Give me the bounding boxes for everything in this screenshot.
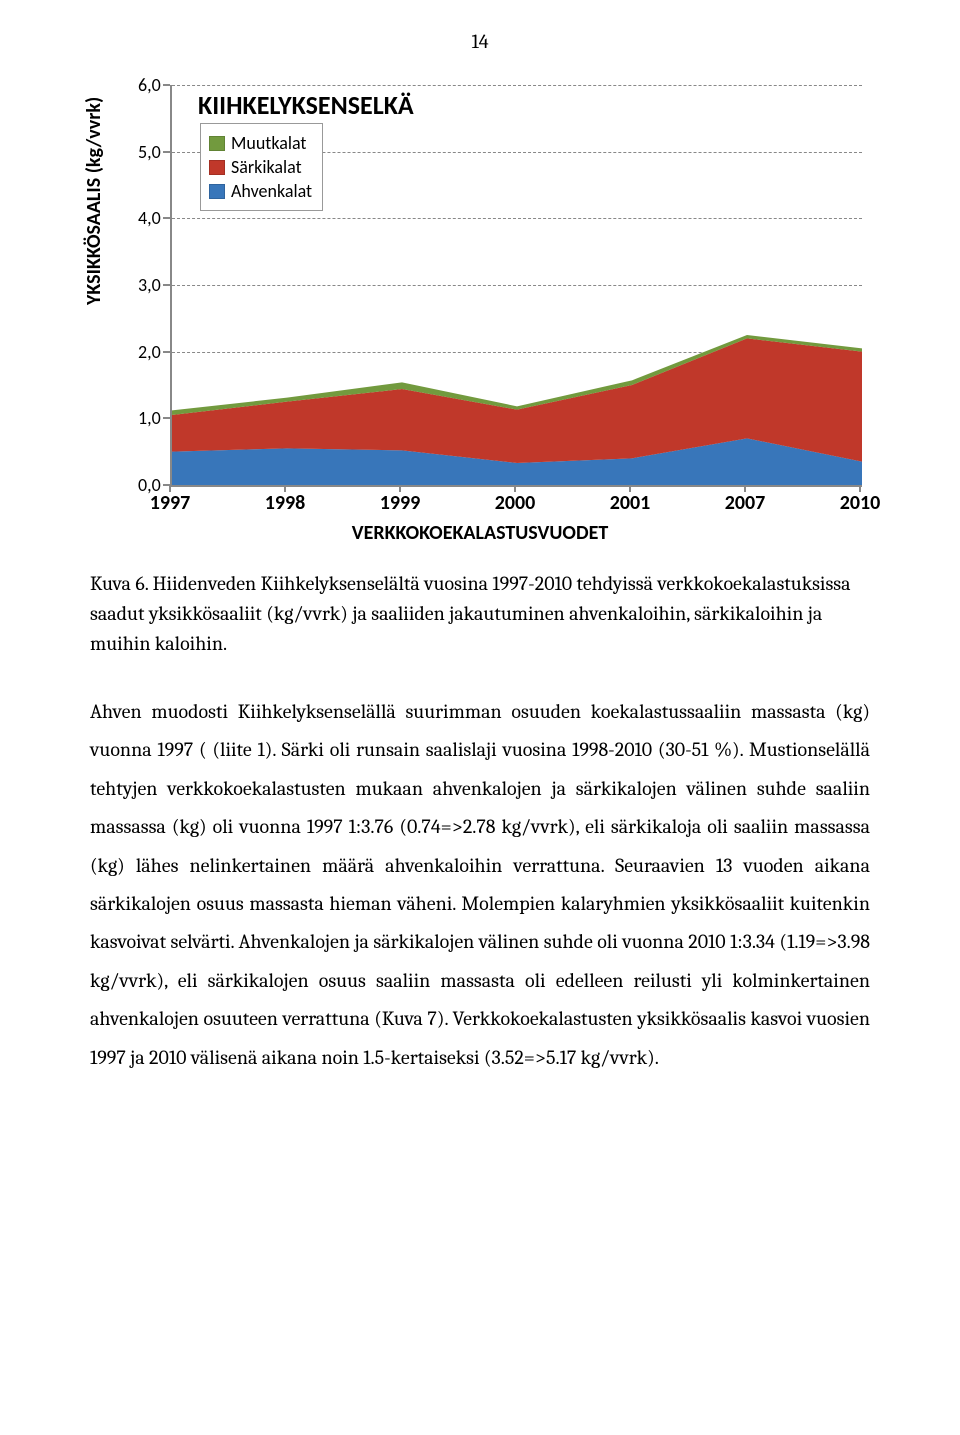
x-tick-mark xyxy=(629,485,631,492)
legend-item: Muutkalat xyxy=(209,132,312,154)
legend-label: Ahvenkalat xyxy=(231,180,312,202)
x-tick-label: 2000 xyxy=(495,491,536,515)
figure-caption: Kuva 6. Hiidenveden Kiihkelyksenselältä … xyxy=(90,569,870,659)
x-tick-label: 2001 xyxy=(610,491,651,515)
x-axis-label: VERKKOKOEKALASTUSVUODET xyxy=(90,521,870,545)
x-tick-label: 1999 xyxy=(380,491,421,515)
page-number: 14 xyxy=(90,30,870,53)
y-tick-mark xyxy=(163,151,170,153)
x-tick-mark xyxy=(169,485,171,492)
x-tick-mark xyxy=(399,485,401,492)
legend-swatch xyxy=(209,136,225,151)
y-tick-label: 6,0 xyxy=(138,74,161,96)
chart-title: KIIHKELYKSENSELKÄ xyxy=(198,89,414,121)
x-tick-label: 2007 xyxy=(725,491,766,515)
y-tick-mark xyxy=(163,84,170,86)
y-tick-label: 2,0 xyxy=(138,341,161,363)
legend-label: Muutkalat xyxy=(231,132,306,154)
legend-item: Ahvenkalat xyxy=(209,180,312,202)
x-tick-mark xyxy=(514,485,516,492)
y-tick-label: 1,0 xyxy=(138,407,161,429)
page: 14 YKSIKKÖSAALIS (kg/vvrk) 0,01,02,03,04… xyxy=(0,0,960,1137)
x-tick-mark xyxy=(859,485,861,492)
y-axis-label: YKSIKKÖSAALIS (kg/vvrk) xyxy=(82,97,106,305)
area-chart: YKSIKKÖSAALIS (kg/vvrk) 0,01,02,03,04,05… xyxy=(90,75,870,545)
y-tick-mark xyxy=(163,284,170,286)
x-tick-label: 1998 xyxy=(265,491,306,515)
y-tick-mark xyxy=(163,351,170,353)
legend-item: Särkikalat xyxy=(209,156,312,178)
x-tick-mark xyxy=(744,485,746,492)
legend-label: Särkikalat xyxy=(231,156,302,178)
y-tick-label: 3,0 xyxy=(138,274,161,296)
y-tick-mark xyxy=(163,417,170,419)
y-tick-label: 5,0 xyxy=(138,141,161,163)
x-tick-label: 1997 xyxy=(150,491,191,515)
y-tick-label: 4,0 xyxy=(138,207,161,229)
x-tick-label: 2010 xyxy=(840,491,881,515)
x-tick-mark xyxy=(284,485,286,492)
y-tick-mark xyxy=(163,217,170,219)
legend-swatch xyxy=(209,184,225,199)
legend-swatch xyxy=(209,160,225,175)
body-paragraph: Ahven muodosti Kiihkelyksenselällä suuri… xyxy=(90,693,870,1077)
legend: MuutkalatSärkikalatAhvenkalat xyxy=(200,123,323,211)
